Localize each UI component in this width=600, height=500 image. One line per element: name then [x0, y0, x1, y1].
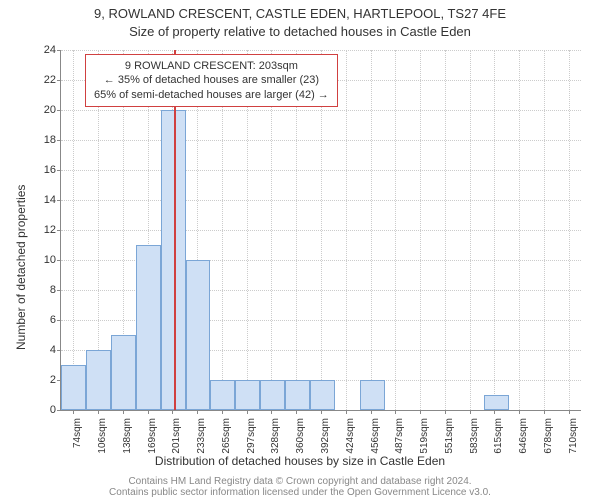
xtick-label: 519sqm [419, 418, 430, 458]
xtick-label: 106sqm [97, 418, 108, 458]
histogram-bar [111, 335, 136, 410]
histogram-bar [360, 380, 385, 410]
gridline-v [395, 50, 396, 410]
gridline-v [420, 50, 421, 410]
ytick-label: 24 [26, 44, 56, 56]
gridline-v [73, 50, 74, 410]
footer-line2: Contains public sector information licen… [0, 487, 600, 498]
xtick-label: 487sqm [394, 418, 405, 458]
histogram-bar [210, 380, 235, 410]
annotation-line3: 65% of semi-detached houses are larger (… [94, 88, 329, 102]
ytick-label: 4 [26, 344, 56, 356]
xtick-label: 233sqm [196, 418, 207, 458]
chart-container: 9, ROWLAND CRESCENT, CASTLE EDEN, HARTLE… [0, 0, 600, 500]
xtick-label: 201sqm [171, 418, 182, 458]
ytick-label: 12 [26, 224, 56, 236]
annotation-line2: ← 35% of detached houses are smaller (23… [94, 73, 329, 87]
ytick-label: 16 [26, 164, 56, 176]
gridline-v [494, 50, 495, 410]
ytick-label: 10 [26, 254, 56, 266]
histogram-bar [61, 365, 86, 410]
gridline-v [470, 50, 471, 410]
ytick-label: 8 [26, 284, 56, 296]
xtick-label: 551sqm [444, 418, 455, 458]
xtick-label: 328sqm [270, 418, 281, 458]
xtick-label: 646sqm [518, 418, 529, 458]
gridline-v [445, 50, 446, 410]
footer-attribution: Contains HM Land Registry data © Crown c… [0, 476, 600, 498]
chart-title-main: 9, ROWLAND CRESCENT, CASTLE EDEN, HARTLE… [0, 6, 600, 21]
ytick-label: 20 [26, 104, 56, 116]
gridline-v [346, 50, 347, 410]
histogram-bar [484, 395, 509, 410]
ytick-label: 0 [26, 404, 56, 416]
footer-line1: Contains HM Land Registry data © Crown c… [0, 476, 600, 487]
xtick-label: 169sqm [147, 418, 158, 458]
ytick-label: 22 [26, 74, 56, 86]
annotation-box: 9 ROWLAND CRESCENT: 203sqm ← 35% of deta… [85, 54, 338, 107]
xtick-label: 424sqm [345, 418, 356, 458]
gridline-v [371, 50, 372, 410]
xtick-label: 360sqm [295, 418, 306, 458]
chart-title-sub: Size of property relative to detached ho… [0, 24, 600, 39]
gridline-v [569, 50, 570, 410]
xtick-label: 710sqm [568, 418, 579, 458]
histogram-bar [285, 380, 310, 410]
xtick-label: 138sqm [122, 418, 133, 458]
histogram-bar [136, 245, 161, 410]
xtick-label: 456sqm [370, 418, 381, 458]
xtick-label: 583sqm [469, 418, 480, 458]
xtick-label: 74sqm [72, 418, 83, 458]
gridline-v [519, 50, 520, 410]
ytick-label: 6 [26, 314, 56, 326]
histogram-bar [235, 380, 260, 410]
histogram-bar [310, 380, 335, 410]
xtick-label: 678sqm [543, 418, 554, 458]
annotation-line1: 9 ROWLAND CRESCENT: 203sqm [94, 59, 329, 73]
xtick-label: 265sqm [221, 418, 232, 458]
histogram-bar [260, 380, 285, 410]
xtick-label: 392sqm [320, 418, 331, 458]
histogram-bar [186, 260, 211, 410]
xtick-label: 297sqm [246, 418, 257, 458]
histogram-bar [86, 350, 111, 410]
ytick-label: 18 [26, 134, 56, 146]
ytick-label: 14 [26, 194, 56, 206]
gridline-v [544, 50, 545, 410]
ytick-label: 2 [26, 374, 56, 386]
xtick-label: 615sqm [493, 418, 504, 458]
